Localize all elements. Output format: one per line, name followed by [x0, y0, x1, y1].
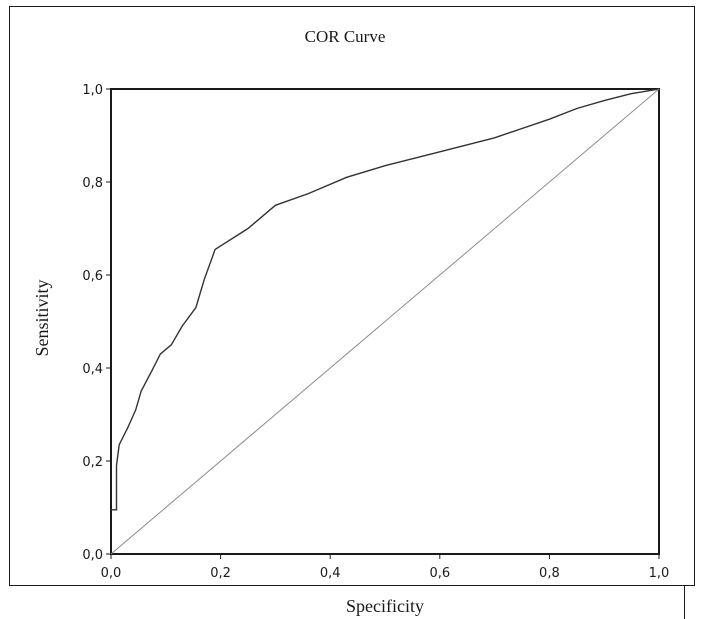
- x-tick-label: 0,8: [539, 566, 560, 581]
- y-tick-label: 0,0: [82, 548, 103, 563]
- y-tick-label: 0,4: [82, 362, 103, 377]
- x-axis-label: Specificity: [346, 596, 424, 616]
- y-tick-label: 0,8: [82, 176, 103, 191]
- reference-diagonal-line: [110, 88, 660, 555]
- frame-edge: [684, 586, 685, 619]
- x-tick-label: 1,0: [649, 566, 670, 581]
- plot-area-border: [110, 88, 660, 555]
- chart-title: COR Curve: [305, 27, 386, 46]
- x-tick-label: 0,6: [429, 566, 450, 581]
- y-tick-label: 0,2: [82, 455, 103, 470]
- x-tick-label: 0,4: [320, 566, 341, 581]
- y-tick-label: 0,6: [82, 269, 103, 284]
- roc-curve-line: [111, 88, 660, 511]
- y-tick-label: 1,0: [82, 83, 103, 98]
- y-axis-label: Sensitivity: [32, 279, 52, 356]
- figure-frame: [9, 6, 695, 586]
- x-tick-label: 0,0: [101, 566, 122, 581]
- x-tick-label: 0,2: [210, 566, 231, 581]
